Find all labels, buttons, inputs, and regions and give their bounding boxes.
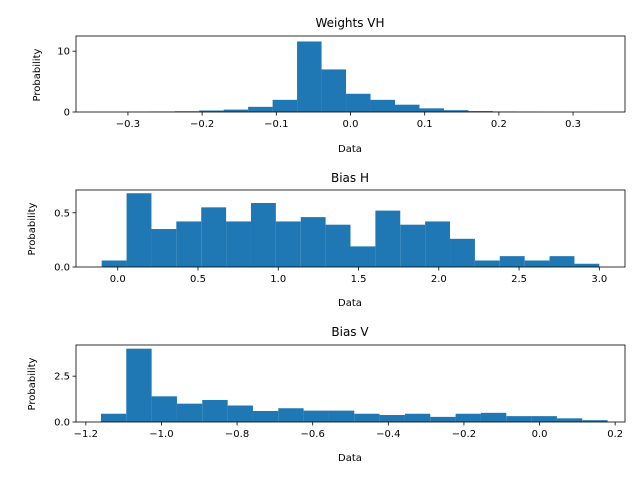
histogram-bar <box>223 109 249 112</box>
histogram-bar <box>151 396 177 422</box>
histogram-bar <box>524 260 550 267</box>
x-tick-label: 0.2 <box>491 119 507 130</box>
plot-frame <box>75 344 626 423</box>
x-tick-label: 3.0 <box>591 274 607 285</box>
histogram-bar <box>176 403 203 422</box>
panel-weights-vh: Weights VH Data Probability −0.3 −0.2 −0.1… <box>32 16 626 155</box>
x-tick-label: −0.4 <box>376 429 400 440</box>
histogram-bars <box>100 348 608 422</box>
histogram-bar <box>278 408 304 422</box>
x-tick-label: 0.5 <box>190 274 206 285</box>
histogram-bars <box>101 193 600 267</box>
histogram-bar <box>252 411 279 422</box>
histogram-bar <box>574 263 600 267</box>
y-axis-label: Probability <box>27 357 38 410</box>
histogram-bar <box>582 420 608 422</box>
histogram-bar <box>227 405 253 422</box>
x-tick-label: 1.0 <box>270 274 286 285</box>
histogram-bar <box>176 221 202 267</box>
histogram-bar <box>201 207 227 267</box>
histogram-bars <box>101 41 591 112</box>
histogram-bar <box>350 246 376 267</box>
x-axis-label: Data <box>338 453 362 464</box>
histogram-bar <box>126 348 152 422</box>
histogram-bar <box>474 260 500 267</box>
histogram-bar <box>499 256 525 267</box>
panel-bias-h: Bias H Data Probability 0.0 0.5 1.0 1.5 2.0 2… <box>27 171 626 309</box>
chart-title: Weights VH <box>315 16 384 30</box>
y-axis-label: Probability <box>27 202 38 255</box>
histogram-bar <box>321 69 347 112</box>
histogram-bar <box>430 416 456 422</box>
histogram-bar <box>275 221 301 267</box>
plot-frame <box>75 189 626 268</box>
histogram-bar <box>300 217 326 267</box>
x-tick-label: −0.3 <box>116 119 140 130</box>
x-tick-label: 0.3 <box>565 119 581 130</box>
histogram-bar <box>100 413 127 422</box>
histogram-bar <box>151 229 177 267</box>
x-tick-label: −0.6 <box>301 429 325 440</box>
histogram-bar <box>531 416 557 422</box>
x-axis-label: Data <box>338 144 362 155</box>
histogram-bar <box>468 111 493 112</box>
histogram-bar <box>226 221 251 267</box>
x-tick-label: 2.0 <box>431 274 447 285</box>
histogram-bar <box>443 110 469 112</box>
x-tick-label: 0.0 <box>532 429 548 440</box>
histogram-bar <box>455 413 481 422</box>
histogram-bar <box>297 41 322 112</box>
x-tick-label: −0.2 <box>190 119 214 130</box>
histogram-bar <box>250 203 276 267</box>
histogram-bar <box>101 260 127 267</box>
x-tick-label: 0.0 <box>110 274 126 285</box>
histogram-bar <box>425 221 451 267</box>
histogram-bar <box>248 106 273 112</box>
x-tick-label: 0.0 <box>343 119 359 130</box>
panel-bias-v: Bias V Data Probability −1.2 −1.0 −0.8 −0.6… <box>27 325 626 464</box>
x-tick-label: 0.1 <box>417 119 433 130</box>
histogram-bar <box>126 193 152 267</box>
x-tick-label: 0.2 <box>607 429 623 440</box>
histogram-bar <box>419 108 444 112</box>
x-tick-label: −0.8 <box>225 429 249 440</box>
histogram-bar <box>450 238 475 267</box>
histogram-bar <box>303 410 329 422</box>
histogram-bar <box>346 93 371 112</box>
y-tick-label: 0.0 <box>54 418 70 429</box>
histogram-bar <box>375 210 401 267</box>
x-tick-label: −0.1 <box>264 119 288 130</box>
histogram-bar <box>370 99 396 112</box>
histogram-bar <box>395 104 420 112</box>
histogram-bar <box>506 416 532 422</box>
y-tick-label: 0.5 <box>54 208 70 219</box>
chart-title: Bias V <box>331 325 369 339</box>
histogram-bar <box>379 415 405 422</box>
histogram-bar <box>404 413 431 422</box>
histogram-bar <box>480 412 507 422</box>
histogram-bar <box>328 410 355 422</box>
histogram-bar <box>325 224 351 267</box>
histogram-bar <box>556 418 583 422</box>
x-tick-label: −1.2 <box>74 429 98 440</box>
x-axis-label: Data <box>338 298 362 309</box>
histogram-bar <box>549 256 575 267</box>
y-tick-label: 0 <box>64 108 70 119</box>
x-tick-label: −0.2 <box>452 429 476 440</box>
y-tick-label: 10 <box>57 47 70 58</box>
histogram-bar <box>400 224 426 267</box>
x-tick-label: 1.5 <box>351 274 367 285</box>
x-tick-label: −1.0 <box>149 429 173 440</box>
y-tick-label: 0.0 <box>54 263 70 274</box>
y-axis-label: Probability <box>32 48 43 101</box>
chart-title: Bias H <box>331 171 369 185</box>
histogram-bar <box>272 99 298 112</box>
y-tick-label: 2.5 <box>54 372 70 383</box>
histogram-bar <box>202 400 228 422</box>
histogram-bar <box>354 413 380 422</box>
histogram-bar <box>199 110 224 112</box>
x-tick-label: 2.5 <box>511 274 527 285</box>
